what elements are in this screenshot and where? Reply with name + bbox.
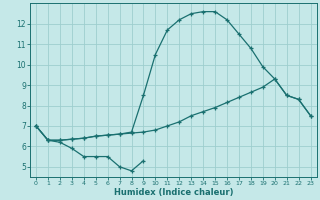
X-axis label: Humidex (Indice chaleur): Humidex (Indice chaleur) — [114, 188, 233, 197]
